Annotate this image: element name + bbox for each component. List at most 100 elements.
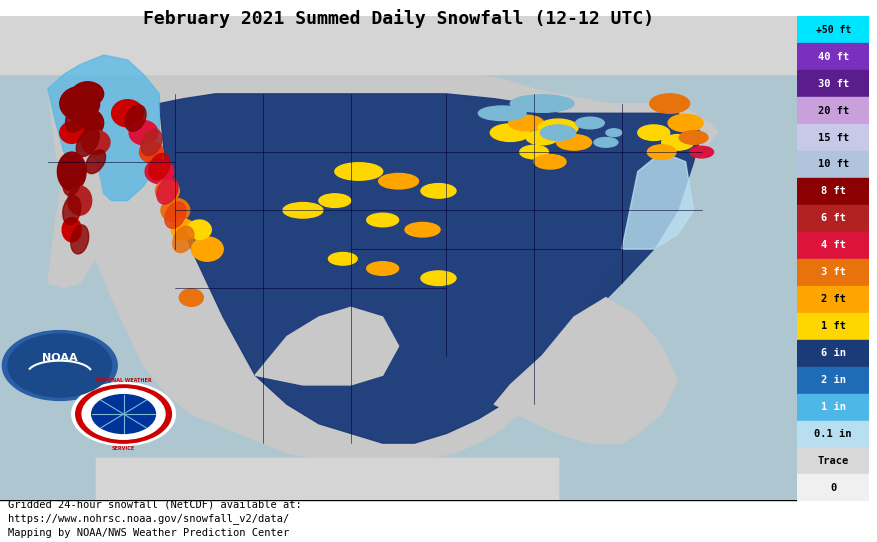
Ellipse shape [478, 106, 525, 120]
Text: 0.1 in: 0.1 in [814, 429, 851, 439]
Text: 1 in: 1 in [820, 402, 845, 412]
Ellipse shape [533, 154, 566, 169]
Text: NATIONAL WEATHER: NATIONAL WEATHER [95, 377, 152, 383]
Bar [796, 70, 868, 97]
Ellipse shape [404, 222, 439, 237]
Ellipse shape [328, 253, 357, 265]
Ellipse shape [187, 220, 211, 240]
Bar [796, 286, 868, 313]
Ellipse shape [125, 105, 146, 131]
Ellipse shape [679, 131, 707, 144]
Ellipse shape [76, 128, 99, 157]
Ellipse shape [367, 213, 398, 227]
Text: 6 ft: 6 ft [820, 214, 845, 223]
Text: +50 ft: +50 ft [815, 25, 850, 35]
Ellipse shape [420, 271, 455, 286]
Bar [796, 474, 868, 501]
Text: 2 in: 2 in [820, 375, 845, 385]
Ellipse shape [60, 87, 100, 120]
Ellipse shape [155, 180, 179, 202]
Bar [0, 16, 796, 74]
Ellipse shape [71, 225, 89, 254]
Ellipse shape [519, 145, 548, 159]
Text: 15 ft: 15 ft [816, 133, 848, 143]
Text: 1 ft: 1 ft [820, 321, 845, 331]
Ellipse shape [72, 82, 103, 106]
Polygon shape [621, 152, 693, 249]
Text: Gridded 24-hour snowfall (NetCDF) available at:
https://www.nohrsc.noaa.gov/snow: Gridded 24-hour snowfall (NetCDF) availa… [8, 499, 302, 538]
Text: February 2021 Summed Daily Snowfall (12-12 UTC): February 2021 Summed Daily Snowfall (12-… [143, 9, 653, 28]
Bar [796, 313, 868, 340]
Ellipse shape [510, 95, 574, 112]
Polygon shape [47, 50, 717, 462]
Ellipse shape [68, 186, 91, 215]
Polygon shape [96, 457, 558, 501]
Circle shape [91, 395, 155, 434]
Text: NOAA: NOAA [42, 353, 77, 363]
Text: 20 ft: 20 ft [816, 106, 848, 115]
Text: 10 ft: 10 ft [816, 159, 848, 170]
Ellipse shape [540, 125, 575, 140]
Ellipse shape [334, 163, 382, 180]
Text: 8 ft: 8 ft [820, 186, 845, 196]
Ellipse shape [165, 202, 186, 228]
Ellipse shape [66, 94, 94, 132]
Ellipse shape [593, 138, 617, 147]
Ellipse shape [508, 115, 543, 131]
Ellipse shape [661, 134, 693, 150]
Text: 40 ft: 40 ft [816, 51, 848, 62]
Text: 4 ft: 4 ft [820, 240, 845, 250]
Bar [796, 448, 868, 474]
Ellipse shape [378, 173, 418, 189]
Ellipse shape [637, 125, 669, 140]
Ellipse shape [646, 145, 675, 159]
Ellipse shape [149, 153, 170, 180]
Ellipse shape [556, 134, 591, 150]
Bar [796, 151, 868, 178]
Text: Trace: Trace [816, 456, 848, 466]
Ellipse shape [191, 237, 223, 261]
Bar [796, 393, 868, 421]
Ellipse shape [605, 129, 621, 137]
Bar [796, 97, 868, 124]
Ellipse shape [129, 120, 158, 145]
Text: SERVICE: SERVICE [112, 446, 135, 450]
Ellipse shape [179, 289, 203, 306]
Ellipse shape [173, 226, 194, 253]
Ellipse shape [86, 150, 105, 173]
Bar [796, 366, 868, 393]
Ellipse shape [160, 198, 189, 222]
Ellipse shape [72, 108, 103, 138]
Bar [796, 178, 868, 205]
Bar [796, 124, 868, 151]
Text: 0: 0 [829, 483, 836, 493]
Circle shape [72, 383, 175, 446]
Ellipse shape [171, 219, 195, 240]
Ellipse shape [62, 196, 81, 225]
Ellipse shape [111, 100, 143, 127]
Circle shape [82, 389, 165, 439]
Ellipse shape [688, 146, 713, 158]
Bar [796, 421, 868, 448]
Ellipse shape [157, 178, 178, 204]
Ellipse shape [575, 117, 603, 129]
Ellipse shape [141, 129, 162, 156]
Circle shape [3, 331, 117, 401]
Bar [796, 340, 868, 366]
Bar [96, 457, 558, 501]
Text: 3 ft: 3 ft [820, 267, 845, 278]
Bar [796, 205, 868, 232]
Polygon shape [47, 152, 103, 288]
Polygon shape [160, 94, 701, 443]
Ellipse shape [62, 217, 82, 242]
Polygon shape [255, 307, 398, 385]
Ellipse shape [420, 184, 455, 198]
Polygon shape [494, 298, 677, 443]
Polygon shape [47, 55, 160, 201]
Ellipse shape [649, 94, 688, 113]
Ellipse shape [145, 159, 174, 184]
Ellipse shape [60, 122, 83, 143]
Ellipse shape [57, 152, 86, 191]
Bar [796, 43, 868, 70]
Ellipse shape [538, 119, 577, 137]
